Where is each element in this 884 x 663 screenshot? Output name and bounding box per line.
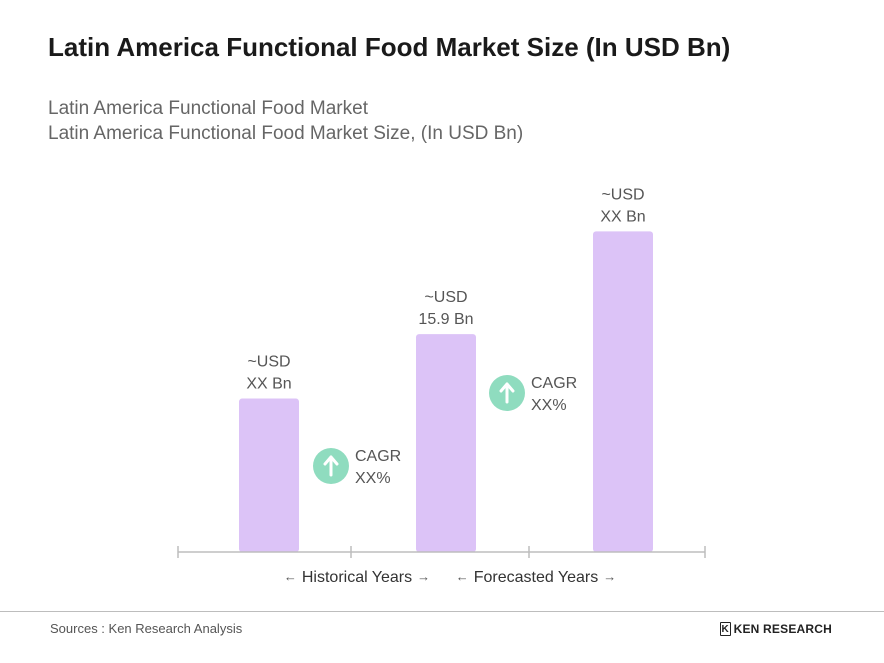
bar-chart: ~USD XX Bn ~USD 15.9 Bn ~USD XX Bn CAGR XX% CAGR… <box>177 186 706 586</box>
chart-title: Latin America Functional Food Market Siz… <box>48 32 731 62</box>
bar-1 <box>239 398 299 552</box>
logo-mark-icon: K <box>719 622 731 636</box>
period-label-1: Historical Years <box>302 569 412 586</box>
arrow-left-icon: ← <box>456 569 469 584</box>
subtitle-line-1: Latin America Functional Food Market <box>48 98 368 119</box>
arrow-left-icon: ← <box>284 569 297 584</box>
chart-subtitle: Latin America Functional Food Market Lat… <box>48 96 523 146</box>
cagr-value-2: XX% <box>531 397 567 414</box>
source-note: Sources : Ken Research Analysis <box>50 621 243 636</box>
arrow-up-icon <box>499 382 515 404</box>
bar-2 <box>416 334 476 552</box>
bar-value-label-3-line-2: XX Bn <box>600 208 645 225</box>
arrow-right-icon: → <box>603 569 616 584</box>
ken-research-logo: K KEN RESEARCH <box>719 622 832 636</box>
cagr-value-1: XX% <box>355 470 391 487</box>
logo-text: KEN RESEARCH <box>733 622 832 636</box>
bar-value-label-3-line-1: ~USD <box>601 186 644 203</box>
cagr-label-2: CAGR <box>531 375 577 392</box>
footer-divider <box>0 611 884 612</box>
subtitle-line-2: Latin America Functional Food Market Siz… <box>48 123 524 144</box>
period-label-2: Forecasted Years <box>474 569 599 586</box>
bar-3 <box>593 231 653 553</box>
arrow-right-icon: → <box>417 569 430 584</box>
bar-value-label-1-line-2: XX Bn <box>246 376 291 393</box>
bar-value-label-2-line-1: ~USD <box>424 289 467 306</box>
cagr-label-1: CAGR <box>355 448 401 465</box>
bar-value-label-2-line-2: 15.9 Bn <box>418 311 473 328</box>
arrow-up-icon <box>323 455 339 477</box>
bar-value-label-1-line-1: ~USD <box>247 354 290 371</box>
